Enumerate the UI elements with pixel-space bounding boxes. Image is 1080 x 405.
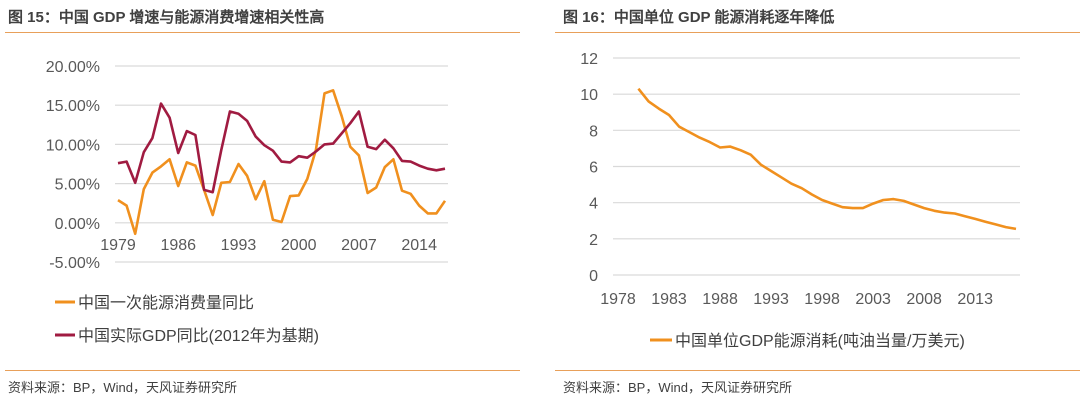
- right-x-tick-label: 2008: [906, 291, 942, 308]
- right-x-tick-label: 1988: [702, 291, 738, 308]
- left-series-line-0: [117, 89, 447, 236]
- right-legend-label-0: 中国单位GDP能源消耗(吨油当量/万美元): [675, 332, 965, 350]
- right-bottom-divider: [555, 370, 1080, 371]
- right-source-note: 资料来源：BP，Wind，天风证券研究所: [563, 380, 792, 395]
- left-x-tick-label: 1993: [221, 237, 257, 254]
- right-y-tick-label: 2: [589, 232, 598, 249]
- left-x-tick-label: 1979: [100, 237, 136, 254]
- right-y-tick-label: 4: [589, 196, 598, 213]
- right-y-tick-label: 12: [580, 51, 598, 68]
- left-x-tick-label: 1986: [160, 237, 196, 254]
- right-x-tick-label: 2003: [855, 291, 891, 308]
- right-y-tick-label: 10: [580, 87, 598, 104]
- left-bottom-divider: [5, 370, 520, 371]
- left-y-tick-label: 0.00%: [55, 216, 100, 233]
- left-y-tick-label: -5.00%: [49, 255, 100, 272]
- left-y-tick-label: 15.00%: [46, 98, 100, 115]
- right-x-tick-label: 2013: [957, 291, 993, 308]
- right-series-line-0: [637, 87, 1017, 231]
- right-top-divider: [555, 32, 1080, 33]
- left-top-divider: [5, 32, 520, 33]
- right-y-tick-label: 6: [589, 160, 598, 177]
- right-x-tick-label: 1978: [600, 291, 636, 308]
- left-legend-label-1: 中国实际GDP同比(2012年为基期): [78, 327, 319, 345]
- right-x-tick-label: 1993: [753, 291, 789, 308]
- right-x-tick-label: 1998: [804, 291, 840, 308]
- left-series-line-1: [117, 102, 446, 194]
- right-chart-title: 图 16：中国单位 GDP 能源消耗逐年降低: [563, 9, 835, 26]
- right-y-tick-label: 0: [589, 268, 598, 285]
- left-source-note: 资料来源：BP，Wind，天风证券研究所: [8, 380, 237, 395]
- left-x-tick-label: 2007: [341, 237, 377, 254]
- left-x-tick-label: 2000: [281, 237, 317, 254]
- right-y-tick-label: 8: [589, 123, 598, 140]
- right-x-tick-label: 1983: [651, 291, 687, 308]
- left-y-tick-label: 5.00%: [55, 177, 100, 194]
- left-chart-title: 图 15：中国 GDP 增速与能源消费增速相关性高: [8, 9, 325, 26]
- left-x-tick-label: 2014: [401, 237, 437, 254]
- left-y-tick-label: 10.00%: [46, 137, 100, 154]
- left-y-tick-label: 20.00%: [46, 59, 100, 76]
- left-legend-label-0: 中国一次能源消费量同比: [78, 294, 254, 312]
